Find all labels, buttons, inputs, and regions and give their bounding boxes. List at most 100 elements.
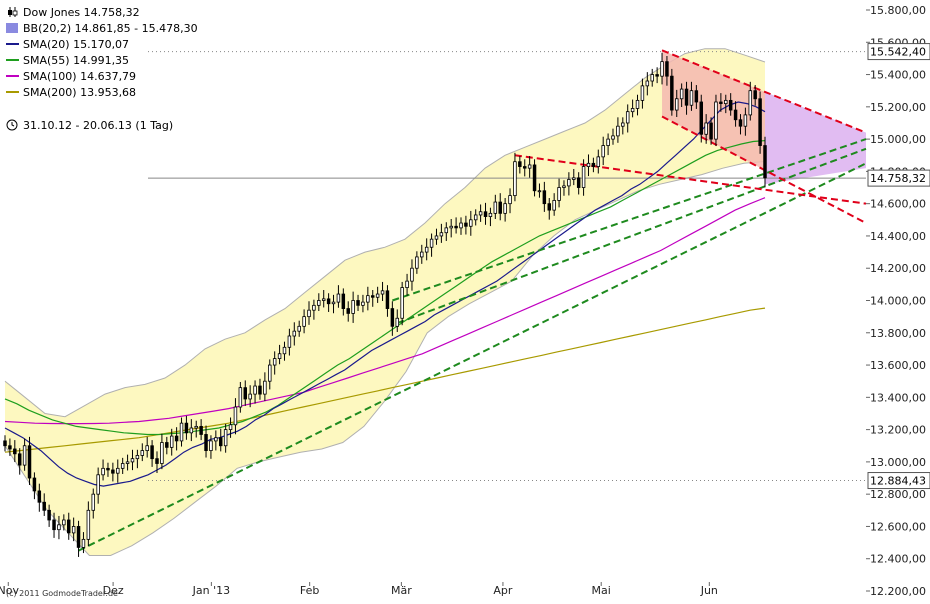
candle-up bbox=[400, 287, 404, 319]
trend-support-long bbox=[78, 162, 867, 552]
candle-up bbox=[331, 301, 336, 305]
y-tick-label: 12.400,00 bbox=[870, 553, 926, 566]
candle-down bbox=[684, 88, 689, 106]
candle-down bbox=[547, 203, 551, 211]
candle-down bbox=[464, 222, 468, 227]
candle-up bbox=[120, 463, 125, 469]
candle-up bbox=[567, 179, 571, 187]
candle-up bbox=[81, 538, 86, 548]
candle-up bbox=[503, 203, 507, 214]
trend-support-upper bbox=[392, 138, 867, 302]
candle-down bbox=[111, 469, 115, 474]
candle-down bbox=[371, 295, 375, 298]
candle-down bbox=[42, 501, 46, 511]
candle-up bbox=[537, 190, 542, 193]
candle-up bbox=[621, 122, 625, 127]
y-tick-label: 13.800,00 bbox=[870, 327, 926, 340]
candle-down bbox=[532, 164, 537, 192]
level-badge bbox=[867, 43, 930, 61]
candle-up bbox=[611, 135, 615, 140]
candle-down bbox=[523, 166, 527, 169]
candle-down bbox=[8, 445, 12, 450]
candle-up bbox=[488, 212, 493, 217]
candle-up bbox=[748, 90, 753, 116]
candle-up bbox=[415, 256, 419, 269]
candle-up bbox=[434, 235, 439, 240]
legend: Dow Jones 14.758,32 BB(20,2) 14.861,85 - … bbox=[6, 6, 198, 132]
y-tick-label: 12.600,00 bbox=[870, 520, 926, 533]
candle-up bbox=[223, 429, 228, 447]
y-tick-label: 14.600,00 bbox=[870, 198, 926, 211]
candle-up bbox=[238, 387, 243, 408]
candle-up bbox=[395, 317, 399, 327]
candle-up bbox=[601, 145, 605, 158]
candle-down bbox=[753, 90, 757, 100]
candle-down bbox=[670, 75, 674, 111]
sma100-line bbox=[4, 197, 766, 425]
y-tick-label: 15.800,00 bbox=[870, 4, 926, 17]
candle-up bbox=[635, 99, 640, 109]
candle-down bbox=[665, 61, 669, 77]
legend-label: SMA(200) 13.953,68 bbox=[23, 86, 136, 99]
candle-up bbox=[375, 293, 380, 298]
marked-levels bbox=[148, 51, 866, 482]
candle-up bbox=[625, 111, 630, 124]
candle-down bbox=[47, 509, 51, 521]
candle-down bbox=[150, 445, 154, 460]
candle-up bbox=[704, 122, 708, 135]
x-tick-label: Apr bbox=[493, 584, 513, 597]
candle-up bbox=[650, 74, 654, 82]
candle-up bbox=[169, 435, 174, 448]
candle-up bbox=[253, 385, 257, 395]
candle-up bbox=[321, 298, 326, 301]
candle-down bbox=[204, 434, 208, 451]
candle-up bbox=[459, 222, 463, 229]
candle-down bbox=[258, 385, 262, 395]
level-badge-label: 14.758,32 bbox=[870, 172, 926, 185]
candle-up bbox=[478, 211, 483, 216]
flag-area bbox=[662, 50, 765, 171]
candle-up bbox=[449, 225, 453, 229]
candle-up bbox=[473, 214, 478, 221]
candle-up bbox=[228, 424, 233, 431]
candle-down bbox=[27, 445, 32, 479]
candle-up bbox=[282, 346, 287, 355]
y-tick-label: 14.200,00 bbox=[870, 262, 926, 275]
level-badge-label: 15.542,40 bbox=[870, 46, 926, 59]
candle-up bbox=[420, 251, 424, 258]
candle-up bbox=[292, 330, 297, 337]
y-tick-label: 12.800,00 bbox=[870, 488, 926, 501]
candle-down bbox=[3, 440, 7, 447]
legend-label: SMA(55) 14.991,35 bbox=[23, 54, 129, 67]
candle-up bbox=[660, 61, 664, 77]
period-label: 31.10.12 - 20.06.13 (1 Tag) bbox=[23, 119, 173, 132]
legend-label: SMA(100) 14.637,79 bbox=[23, 70, 136, 83]
candle-up bbox=[366, 295, 370, 303]
clock-icon bbox=[11, 122, 15, 127]
candle-up bbox=[233, 406, 238, 426]
candle-up bbox=[380, 290, 385, 295]
level-badge-label: 12.884,43 bbox=[870, 475, 926, 488]
candle-up bbox=[101, 467, 105, 476]
candle-down bbox=[346, 308, 350, 314]
candle-up bbox=[616, 125, 620, 137]
y-tick-label: 13.600,00 bbox=[870, 359, 926, 372]
candle-up bbox=[189, 427, 194, 434]
candle-up bbox=[135, 455, 140, 460]
candle-up bbox=[277, 353, 282, 359]
y-tick-label: 15.200,00 bbox=[870, 101, 926, 114]
legend-candle-icon bbox=[8, 10, 12, 15]
candle-up bbox=[724, 99, 728, 105]
candle-down bbox=[165, 442, 169, 448]
candle-up bbox=[317, 300, 321, 306]
y-tick-label: 15.000,00 bbox=[870, 133, 926, 146]
candle-down bbox=[341, 293, 346, 309]
candle-down bbox=[174, 435, 179, 442]
candle-up bbox=[140, 450, 145, 456]
candle-down bbox=[243, 387, 247, 400]
candle-up bbox=[248, 393, 252, 400]
candle-up bbox=[689, 90, 694, 106]
candle-up bbox=[302, 316, 306, 327]
